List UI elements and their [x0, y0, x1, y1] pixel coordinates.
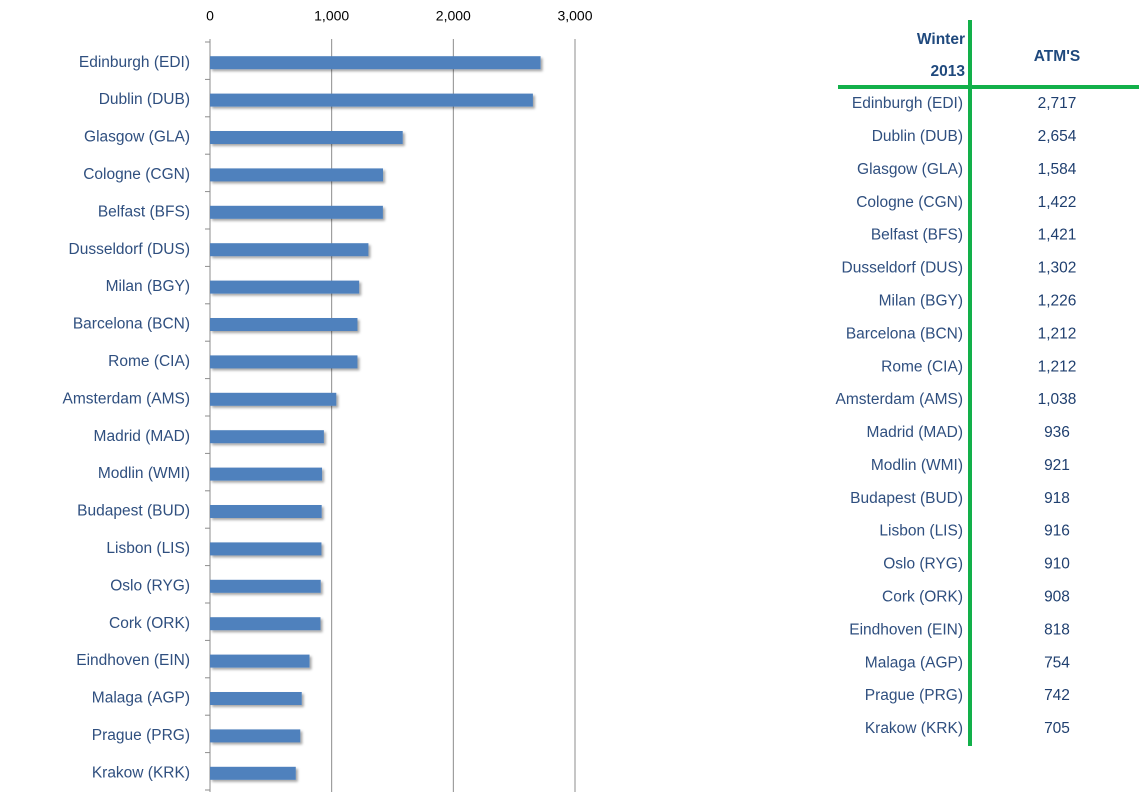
- table-cell: Krakow (KRK): [865, 720, 963, 737]
- bar: [210, 766, 296, 780]
- x-tick-label: 1,000: [314, 8, 349, 24]
- table-cell: Rome (CIA): [881, 358, 963, 375]
- y-tick-label: Amsterdam (AMS): [63, 390, 190, 407]
- y-tick-label: Dublin (DUB): [99, 91, 190, 108]
- table-cell: Dusseldorf (DUS): [842, 260, 963, 277]
- table-cell: Dublin (DUB): [872, 128, 963, 145]
- x-tick-label: 0: [206, 8, 214, 24]
- y-tick-label: Prague (PRG): [92, 727, 190, 744]
- table-cell: Glasgow (GLA): [857, 161, 963, 178]
- table-cell: 705: [1044, 720, 1070, 737]
- table-cell: Belfast (BFS): [871, 227, 963, 244]
- bar: [210, 617, 321, 631]
- table-cell: Madrid (MAD): [867, 424, 963, 441]
- y-tick-label: Dusseldorf (DUS): [69, 241, 190, 258]
- bar: [210, 692, 302, 705]
- table-cell: Lisbon (LIS): [879, 523, 963, 540]
- y-tick-label: Edinburgh (EDI): [79, 54, 190, 71]
- table-cell: Cologne (CGN): [856, 194, 963, 211]
- bar: [210, 579, 321, 593]
- table-cell: Oslo (RYG): [883, 556, 963, 573]
- table-cell: 936: [1044, 424, 1070, 441]
- bar: [210, 505, 322, 518]
- y-tick-label: Rome (CIA): [108, 353, 190, 370]
- bar: [210, 729, 301, 743]
- bar: [210, 131, 403, 144]
- y-tick-label: Oslo (RYG): [110, 577, 190, 594]
- table-cell: Malaga (AGP): [865, 654, 963, 671]
- table-cell: Cork (ORK): [882, 589, 963, 606]
- y-tick-label: Cork (ORK): [109, 615, 190, 632]
- table-cell: 1,226: [1038, 292, 1077, 309]
- table-header: ATM'S: [1034, 48, 1080, 65]
- table-cell: 1,038: [1038, 391, 1077, 408]
- table-cell: 1,302: [1038, 260, 1077, 277]
- table-header: Winter 2013: [917, 31, 965, 80]
- table-header-line: Winter: [917, 31, 965, 48]
- table-cell: 818: [1044, 621, 1070, 638]
- table-cell: Eindhoven (EIN): [849, 621, 963, 638]
- table-cell: Modlin (WMI): [871, 457, 963, 474]
- table-cell: 742: [1044, 687, 1070, 704]
- bar: [210, 654, 310, 668]
- table-cell: Milan (BGY): [879, 292, 963, 309]
- table-cell: Prague (PRG): [865, 687, 963, 704]
- y-tick-label: Modlin (WMI): [98, 465, 190, 482]
- bar: [210, 355, 358, 369]
- bar: [210, 318, 358, 331]
- y-tick-label: Lisbon (LIS): [106, 540, 190, 557]
- table-cell: 1,212: [1038, 358, 1077, 375]
- table-cell: Amsterdam (AMS): [836, 391, 963, 408]
- y-tick-label: Krakow (KRK): [92, 764, 190, 781]
- bar: [210, 542, 322, 556]
- table-cell: Barcelona (BCN): [846, 325, 963, 342]
- table-cell: 2,654: [1038, 128, 1077, 145]
- y-tick-label: Belfast (BFS): [98, 203, 190, 220]
- table-cell: 1,421: [1038, 227, 1077, 244]
- bar: [210, 392, 337, 406]
- bar: [210, 430, 324, 444]
- bar: [210, 93, 533, 107]
- y-tick-label: Barcelona (BCN): [73, 316, 190, 333]
- table-cell: 916: [1044, 523, 1070, 540]
- y-tick-label: Milan (BGY): [106, 278, 190, 295]
- bar: [210, 168, 384, 182]
- bar: [210, 280, 360, 294]
- x-tick-label: 3,000: [557, 8, 592, 24]
- bar: [210, 243, 369, 257]
- y-tick-label: Budapest (BUD): [77, 503, 190, 520]
- y-tick-label: Eindhoven (EIN): [76, 652, 190, 669]
- bar: [210, 467, 323, 481]
- bar: [210, 56, 541, 70]
- y-tick-label: Cologne (CGN): [83, 166, 190, 183]
- table-cell: 910: [1044, 556, 1070, 573]
- table-cell: 754: [1044, 654, 1070, 671]
- bar: [210, 205, 383, 219]
- table-cell: Budapest (BUD): [850, 490, 963, 507]
- table-cell: 2,717: [1038, 95, 1077, 112]
- y-tick-label: Malaga (AGP): [92, 690, 190, 707]
- y-tick-label: Glasgow (GLA): [84, 129, 190, 146]
- table-cell: 908: [1044, 589, 1070, 606]
- table-header-line: 2013: [931, 63, 966, 80]
- table-cell: 1,584: [1038, 161, 1077, 178]
- table-cell: Edinburgh (EDI): [852, 95, 963, 112]
- table-cell: 1,422: [1038, 194, 1077, 211]
- table-cell: 918: [1044, 490, 1070, 507]
- x-tick-label: 2,000: [436, 8, 471, 24]
- table-cell: 921: [1044, 457, 1070, 474]
- table-cell: 1,212: [1038, 325, 1077, 342]
- y-tick-label: Madrid (MAD): [94, 428, 190, 445]
